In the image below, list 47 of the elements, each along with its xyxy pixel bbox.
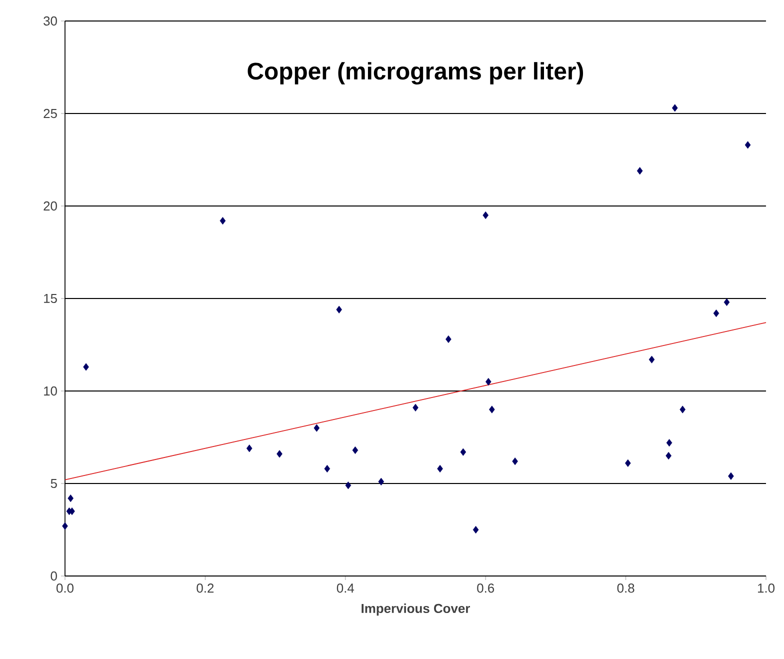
point bbox=[83, 363, 89, 371]
y-tick-label: 30 bbox=[44, 16, 57, 26]
point bbox=[324, 464, 330, 472]
text: Copper (micrograms per liter) bbox=[248, 62, 584, 84]
x-axis-title: Impervious Cover bbox=[362, 604, 470, 616]
point bbox=[352, 446, 358, 454]
point bbox=[713, 309, 720, 318]
point bbox=[336, 306, 342, 314]
x-tick-label: 0.4 bbox=[336, 584, 354, 593]
point bbox=[512, 458, 518, 466]
point bbox=[437, 464, 443, 472]
point bbox=[666, 452, 672, 460]
point bbox=[636, 167, 643, 175]
point bbox=[246, 444, 252, 452]
point bbox=[489, 406, 495, 414]
x-tick-label: 0.6 bbox=[477, 584, 494, 593]
y-tick-label: 0 bbox=[50, 571, 57, 581]
point bbox=[345, 482, 352, 490]
point bbox=[482, 211, 489, 220]
point bbox=[625, 459, 631, 467]
x-tick-label: 1.0 bbox=[758, 584, 775, 593]
point bbox=[446, 335, 452, 343]
y-tick-label: 5 bbox=[50, 478, 57, 488]
point bbox=[460, 448, 466, 456]
y-tick-label: 20 bbox=[44, 201, 57, 211]
point bbox=[220, 216, 226, 225]
point bbox=[276, 450, 282, 458]
y-tick-label: 25 bbox=[44, 108, 57, 118]
y-tick-label: 10 bbox=[44, 386, 57, 396]
point bbox=[378, 478, 384, 486]
point bbox=[666, 439, 672, 447]
point bbox=[472, 526, 479, 534]
y-tick-label: 15 bbox=[44, 294, 57, 304]
point bbox=[672, 104, 678, 112]
point bbox=[68, 494, 74, 502]
point bbox=[680, 406, 686, 414]
x-tick-label: 0.0 bbox=[56, 584, 74, 593]
point bbox=[744, 141, 751, 149]
x-tick-label: 0.2 bbox=[196, 584, 214, 593]
x-tick-label: 0.8 bbox=[617, 584, 634, 593]
point bbox=[724, 298, 730, 306]
point bbox=[62, 522, 68, 530]
point bbox=[728, 472, 734, 480]
point bbox=[486, 378, 492, 386]
point bbox=[314, 424, 320, 432]
point bbox=[648, 356, 655, 364]
point bbox=[412, 404, 418, 412]
